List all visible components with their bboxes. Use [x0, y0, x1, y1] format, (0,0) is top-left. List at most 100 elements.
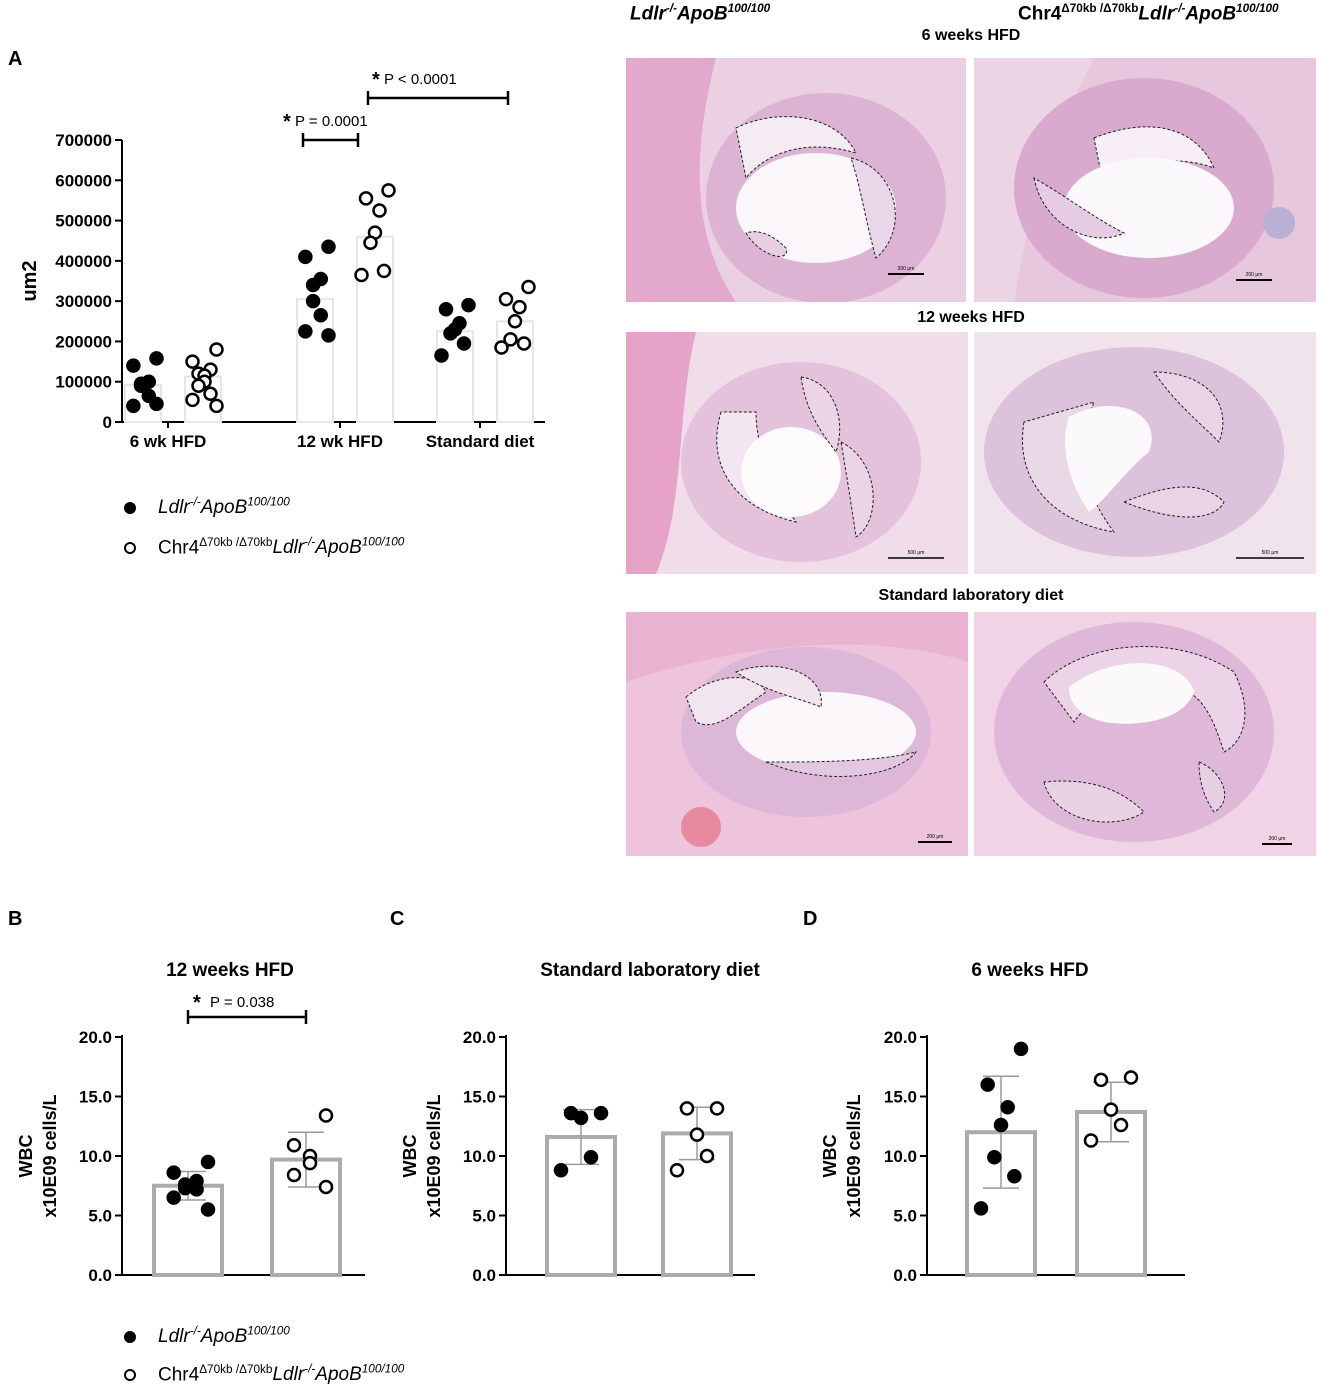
data-point-open [498, 291, 514, 307]
significance-label: P = 0.0001 [295, 113, 368, 130]
histology-image-standard-left: 200 μm [626, 612, 968, 856]
mean-bar [356, 235, 394, 423]
panel-label-d: D [803, 908, 818, 930]
data-point-open [372, 203, 387, 218]
y-tick-label: 20.0 [884, 1028, 917, 1047]
data-point-open [679, 1101, 695, 1116]
data-point-filled [133, 376, 149, 391]
data-point-open [669, 1163, 685, 1178]
micrograph-row-caption-2: 12 weeks HFD [917, 309, 1025, 326]
scale-bar-label: 200 μm [898, 266, 915, 272]
data-point-open [1113, 1117, 1129, 1133]
data-point-open [354, 267, 369, 283]
data-point-open [1103, 1102, 1119, 1117]
data-point-filled [298, 324, 313, 339]
scale-bar-label: 500 μm [908, 550, 925, 556]
data-point-open [286, 1138, 302, 1153]
histology-image-6wk-right: 200 μm [974, 58, 1316, 302]
micrograph-column-header-right: Chr4Δ70kb /Δ70kbLdlr-/-ApoB100/100 [1018, 2, 1279, 25]
data-point-open [494, 340, 509, 355]
data-point-open [209, 342, 224, 357]
histology-image-12wk-right: 500 μm [974, 332, 1316, 574]
open-circle-icon [124, 1369, 136, 1382]
data-point-open [203, 386, 218, 402]
significance-star: * [372, 69, 380, 91]
chart-d-bar: 0.0 5.0 10.0 15.0 20.0 WBC x10E09 cells/L [820, 1028, 1185, 1285]
data-point-filled [200, 1154, 216, 1170]
x-tick-label: 6 wk HFD [130, 432, 207, 451]
legend-a-series2: Chr4Δ70kb /Δ70kbLdlr-/-ApoB100/100 [124, 536, 404, 559]
panel-label-b: B [8, 908, 23, 930]
y-tick-label: 10.0 [884, 1147, 917, 1166]
data-point-open [381, 183, 396, 198]
data-point-filled [583, 1149, 599, 1165]
significance-star: * [283, 111, 291, 133]
chart-d-title: 6 weeks HFD [971, 960, 1089, 981]
y-axis-label: WBC [820, 1135, 840, 1178]
y-tick-label: 0.0 [472, 1266, 496, 1285]
data-point-filled [126, 398, 141, 414]
filled-circle-icon [124, 1331, 136, 1344]
data-point-open [185, 354, 200, 369]
legend-b-series2: Chr4Δ70kb /Δ70kbLdlr-/-ApoB100/100 [124, 1363, 404, 1386]
data-point-filled [1013, 1041, 1029, 1057]
y-tick-label: 300000 [55, 292, 112, 311]
y-tick-label: 100000 [55, 373, 112, 392]
y-axis-label: WBC [16, 1135, 36, 1178]
y-tick-label: 600000 [55, 171, 112, 190]
data-point-open [689, 1127, 705, 1142]
scale-bar-label: 200 μm [1269, 836, 1286, 842]
data-point-open [521, 279, 536, 295]
data-point-filled [166, 1190, 181, 1205]
data-point-filled [305, 293, 321, 309]
data-point-open [699, 1148, 715, 1164]
chart-a-scatter: 0 100000 200000 300000 400000 500000 600000 700… [19, 69, 545, 451]
data-point-filled [553, 1163, 569, 1178]
histology-image-standard-right: 200 μm [974, 612, 1316, 856]
data-point-filled [177, 1180, 193, 1196]
y-tick-label: 0 [103, 413, 112, 432]
data-point-filled [461, 297, 476, 313]
data-point-open [191, 378, 206, 393]
data-point-filled [321, 328, 336, 343]
y-tick-label: 5.0 [88, 1207, 112, 1226]
data-point-filled [973, 1201, 989, 1216]
data-point-filled [1000, 1099, 1015, 1115]
y-tick-label: 10.0 [463, 1147, 496, 1166]
y-tick-label: 15.0 [463, 1088, 496, 1107]
data-point-filled [313, 307, 329, 323]
micrograph-row-caption-3: Standard laboratory diet [878, 587, 1064, 604]
y-tick-label: 200000 [55, 332, 112, 351]
data-point-filled [573, 1110, 589, 1126]
filled-circle-icon [124, 502, 136, 515]
data-point-filled [126, 358, 141, 373]
data-point-open [516, 336, 532, 351]
legend-b-series1: Ldlr-/-ApoB100/100 [124, 1325, 290, 1348]
data-point-open [507, 314, 523, 329]
data-point-filled [993, 1117, 1009, 1133]
y-axis-label: x10E09 cells/L [844, 1094, 864, 1217]
chart-b-bar: 0.0 5.0 10.0 15.0 20.0 WBC x10E09 cells/L * P = … [16, 992, 365, 1285]
micrograph-column-header-left: Ldlr-/-ApoB100/100 [630, 2, 771, 25]
histology-image-12wk-left: 500 μm [626, 332, 968, 574]
legend-a-series1: Ldlr-/-ApoB100/100 [124, 496, 290, 519]
open-circle-icon [124, 542, 136, 555]
y-tick-label: 400000 [55, 252, 112, 271]
data-point-open [302, 1155, 318, 1171]
data-point-filled [305, 277, 321, 293]
data-point-open [185, 392, 200, 408]
data-point-filled [166, 1165, 181, 1180]
x-tick-label: 12 wk HFD [297, 432, 383, 451]
chart-c-title: Standard laboratory diet [540, 960, 760, 981]
chart-b-title: 12 weeks HFD [166, 960, 294, 981]
data-point-filled [149, 396, 164, 412]
data-point-filled [149, 351, 164, 366]
data-point-filled [298, 249, 313, 265]
data-point-filled [321, 239, 336, 255]
data-point-open [286, 1167, 302, 1183]
data-point-open [358, 191, 374, 206]
y-tick-label: 15.0 [79, 1088, 112, 1107]
data-point-filled [443, 326, 458, 341]
y-tick-label: 5.0 [472, 1207, 496, 1226]
y-tick-label: 5.0 [893, 1207, 917, 1226]
